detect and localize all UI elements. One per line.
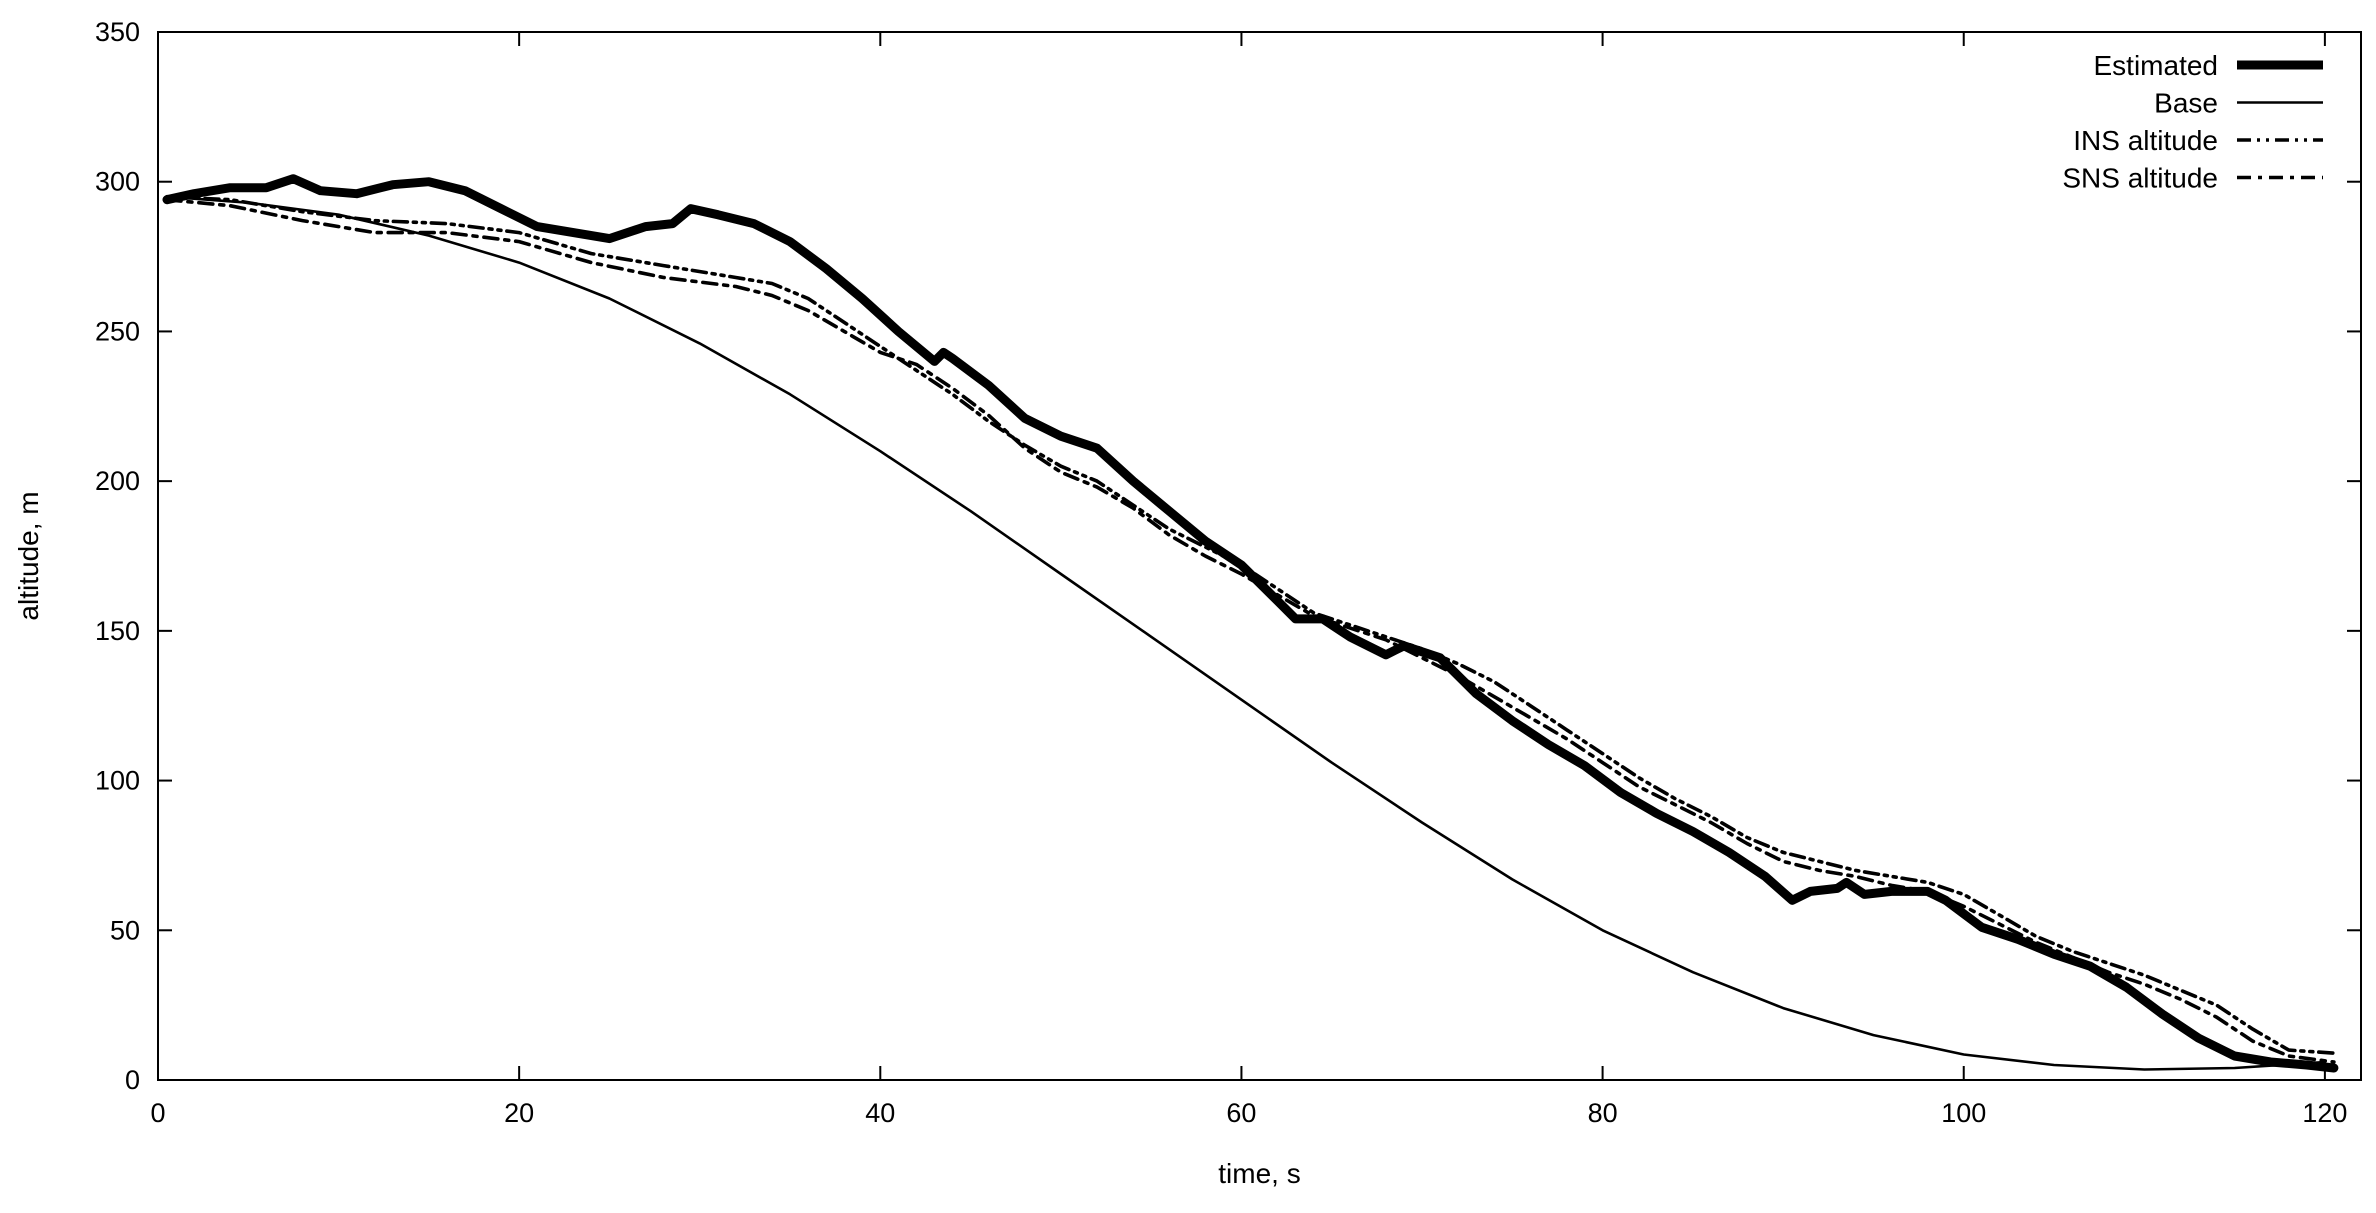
y-tick-label: 150	[95, 616, 140, 646]
series-line-base	[165, 195, 2327, 1071]
plot-frame	[157, 31, 2362, 1081]
y-tick-label: 50	[110, 915, 140, 945]
legend: Estimated Base INS altitude SNS altitude	[2062, 50, 2323, 194]
y-tick-label: 350	[95, 17, 140, 47]
y-axis-title: altitude, m	[13, 491, 44, 620]
legend-label: Base	[2154, 88, 2218, 119]
x-tick-label: 0	[150, 1098, 165, 1128]
legend-label: SNS altitude	[2062, 163, 2218, 194]
x-axis-title: time, s	[1218, 1158, 1300, 1189]
legend-label: Estimated	[2094, 50, 2219, 81]
axes: 0 20 40 60 80 100 120 0 50 100 150 200 250 300 350	[95, 17, 2362, 1128]
series-line-estimated	[162, 174, 2339, 1073]
series-line-ins-altitude	[165, 194, 2336, 1055]
x-tick-label: 40	[865, 1098, 895, 1128]
y-tick-label: 200	[95, 466, 140, 496]
plot-area	[162, 174, 2339, 1073]
y-tick-label: 250	[95, 316, 140, 346]
y-tick-label: 100	[95, 766, 140, 796]
series-line-sns-altitude	[165, 197, 2336, 1064]
x-tick-label: 80	[1588, 1098, 1618, 1128]
y-tick-label: 300	[95, 167, 140, 197]
legend-label: INS altitude	[2073, 125, 2218, 156]
x-tick-label: 120	[2302, 1098, 2347, 1128]
x-tick-label: 100	[1941, 1098, 1986, 1128]
x-tick-label: 60	[1226, 1098, 1256, 1128]
y-tick-label: 0	[125, 1065, 140, 1095]
x-tick-label: 20	[504, 1098, 534, 1128]
